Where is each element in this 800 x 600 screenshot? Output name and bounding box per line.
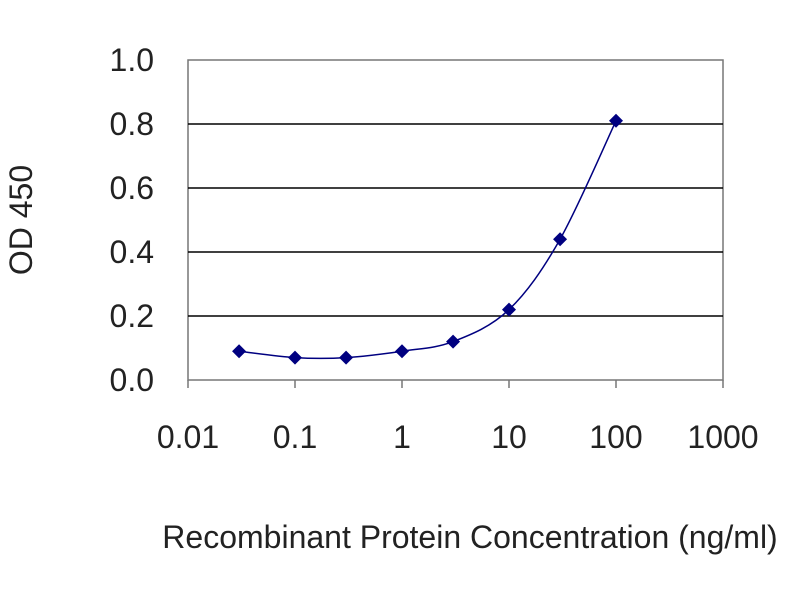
x-tick-label: 1000 xyxy=(687,419,758,455)
data-point-marker xyxy=(339,350,354,365)
grid-lines xyxy=(188,123,723,317)
y-tick-label: 0.6 xyxy=(110,170,154,206)
y-tick-label: 1.0 xyxy=(110,42,154,78)
y-tick-label: 0.0 xyxy=(110,362,154,398)
x-axis-ticks: 0.01 0.1 1 10 100 1000 xyxy=(157,380,759,455)
x-tick-label: 0.1 xyxy=(273,419,317,455)
data-point-marker xyxy=(609,113,623,128)
y-tick-label: 0.2 xyxy=(110,298,154,334)
data-point-marker xyxy=(395,344,409,359)
x-tick-label: 10 xyxy=(491,419,527,455)
x-tick-label: 0.01 xyxy=(157,419,219,455)
x-tick-label: 1 xyxy=(393,419,411,455)
data-point-marker xyxy=(553,232,568,247)
data-point-marker xyxy=(502,302,516,317)
x-tick-label: 100 xyxy=(589,419,642,455)
data-point-marker xyxy=(288,350,302,365)
x-axis-label: Recombinant Protein Concentration (ng/ml… xyxy=(162,519,777,555)
y-tick-label: 0.8 xyxy=(110,106,154,142)
y-axis-ticks: 0.0 0.2 0.4 0.6 0.8 1.0 xyxy=(110,42,154,398)
plot-area xyxy=(187,59,724,381)
series-layer xyxy=(232,113,623,365)
y-axis-label: OD 450 xyxy=(3,165,39,275)
data-point-marker xyxy=(232,344,247,359)
y-tick-label: 0.4 xyxy=(110,234,154,270)
data-point-marker xyxy=(446,334,461,349)
